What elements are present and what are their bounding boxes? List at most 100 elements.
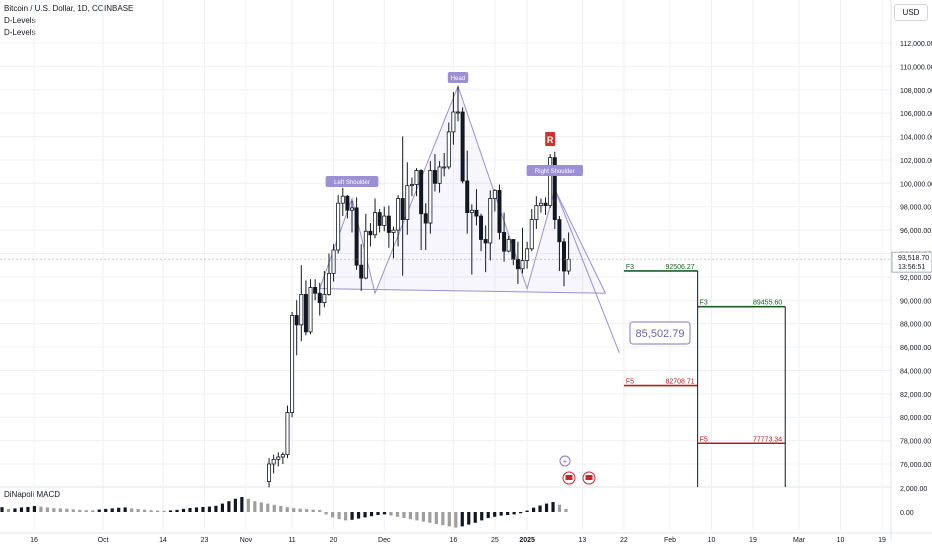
currency-button[interactable]: USD <box>894 4 928 21</box>
add-event-icon <box>559 455 571 467</box>
macd-bar <box>324 512 328 515</box>
candle-body <box>405 185 410 220</box>
macd-bar <box>395 512 400 517</box>
price-tick-label: 106,000.00 <box>900 111 932 118</box>
macd-bar <box>194 507 199 512</box>
macd-bar <box>32 506 37 512</box>
us-flag-icon <box>585 475 593 480</box>
time-tick-label: Nov <box>240 537 253 544</box>
candle-body <box>290 315 295 413</box>
label-left-shoulder: Left Shoulder <box>334 180 370 186</box>
macd-bar <box>544 503 549 512</box>
macd-title[interactable]: DiNapoli MACD <box>4 490 61 499</box>
macd-bar <box>26 506 30 512</box>
macd-bar <box>136 509 140 512</box>
price-tick-label: 108,000.00 <box>900 88 932 95</box>
candle-body <box>373 212 378 236</box>
macd-bar <box>214 505 218 512</box>
macd-bar <box>279 506 283 512</box>
candle-body <box>396 198 401 231</box>
macd-bar <box>369 512 374 517</box>
candle-body <box>423 213 428 224</box>
macd-bar <box>551 502 555 512</box>
macd-bar <box>240 497 244 512</box>
macd-bar <box>415 512 419 521</box>
candle-body <box>308 287 313 333</box>
label-head: Head <box>451 76 465 82</box>
macd-bar <box>110 508 114 512</box>
macd-bar <box>506 512 510 515</box>
candle-body <box>446 131 451 168</box>
macd-bar <box>531 507 536 512</box>
candle-body <box>386 215 391 233</box>
target-price-label: 85,502.79 <box>636 328 685 340</box>
symbol-legend[interactable]: Bitcoin / U.S. Dollar, 1D, COINBASE <box>4 4 134 13</box>
candle-body <box>354 207 359 266</box>
macd-bar <box>318 510 322 512</box>
macd-bar <box>434 512 438 524</box>
macd-bar <box>454 512 458 528</box>
macd-bar <box>292 508 296 512</box>
macd-bar <box>441 512 445 526</box>
candle-body <box>303 294 308 333</box>
time-tick-label: 2025 <box>519 537 535 544</box>
price-tick-label: 100,000.00 <box>900 181 932 188</box>
macd-bar <box>298 508 302 512</box>
candle-body <box>442 166 447 169</box>
time-tick-label: 13 <box>579 537 587 544</box>
macd-bar <box>389 512 393 516</box>
candle-body <box>285 412 290 456</box>
candle-body <box>326 272 331 295</box>
target-box <box>629 321 691 345</box>
indicator-legend-d-levels-2[interactable]: D-Levels <box>4 28 36 37</box>
macd-bar <box>486 512 490 518</box>
candle-body <box>566 258 571 272</box>
candle-body <box>377 212 382 226</box>
candle-body <box>506 239 511 252</box>
macd-bar <box>188 508 192 512</box>
macd-bar <box>155 510 160 512</box>
level-name: F5 <box>626 379 634 386</box>
current-price-label: 93,518.70 <box>898 255 929 262</box>
macd-bar <box>272 504 276 512</box>
level-value: 89455.60 <box>753 300 782 307</box>
candle-body <box>363 230 368 279</box>
candle-body <box>511 239 516 260</box>
price-tick-label: 86,000.00 <box>900 345 931 352</box>
candle-body <box>336 202 341 251</box>
candle-body <box>534 205 539 220</box>
candle-body <box>562 241 567 272</box>
time-tick-label: 10 <box>708 537 716 544</box>
time-tick-label: 10 <box>837 537 845 544</box>
macd-bar <box>39 506 43 512</box>
time-axis[interactable]: 16 Oct 14 23 Nov 11 20 Dec 16 25 2025 13 22 Feb 10 19 Ma… <box>0 532 932 544</box>
macd-bar <box>6 509 11 512</box>
candle-body <box>460 111 465 182</box>
candle-body <box>267 463 272 482</box>
candle-body <box>469 209 474 213</box>
macd-bar <box>460 512 464 527</box>
annotations: Left Shoulder Head Right Shoulder 85,502.79… <box>325 72 691 485</box>
macd-bar <box>149 510 153 512</box>
macd-bar <box>525 510 529 512</box>
macd-bar <box>19 507 24 512</box>
indicator-legend-d-levels-1[interactable]: D-Levels <box>4 16 36 25</box>
candle-body <box>271 458 276 465</box>
macd-bar <box>253 501 257 512</box>
candle-body <box>432 170 437 184</box>
time-tick-label: Feb <box>664 537 676 544</box>
candle-body <box>492 189 497 199</box>
macd-bar <box>52 508 56 512</box>
r-marker-bg <box>545 132 556 146</box>
label-left-shoulder-bg <box>325 176 379 187</box>
price-tick-label: 80,000.00 <box>900 415 931 422</box>
macd-bar <box>233 498 237 512</box>
price-tick-label: 112,000.00 <box>900 41 932 48</box>
time-tick-label: Mar <box>793 537 806 544</box>
candle-body <box>497 189 502 233</box>
time-tick-label: 22 <box>620 537 628 544</box>
macd-bar <box>123 507 127 512</box>
candle-body <box>382 215 387 226</box>
